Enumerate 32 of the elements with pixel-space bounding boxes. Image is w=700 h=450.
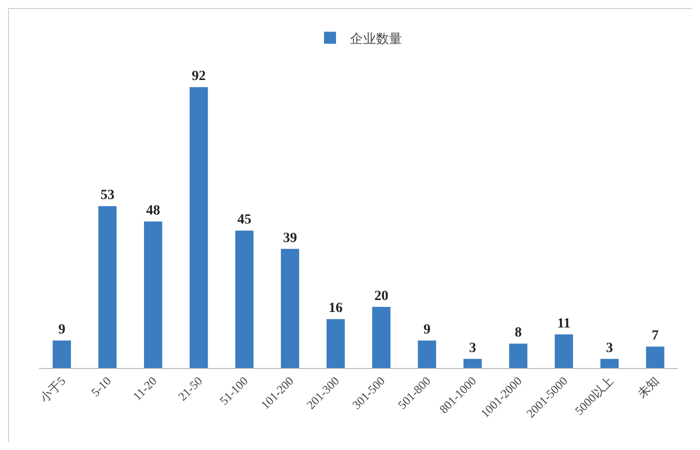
bar	[280, 248, 300, 368]
data-label: 3	[469, 340, 476, 356]
data-label: 53	[100, 188, 114, 204]
bar	[235, 230, 254, 368]
bar	[600, 358, 619, 368]
data-label: 48	[146, 203, 160, 218]
bar	[509, 344, 528, 368]
data-label: 39	[283, 230, 298, 246]
bar	[98, 206, 117, 368]
data-label: 20	[374, 288, 388, 304]
bar	[463, 358, 482, 368]
bar	[646, 346, 664, 368]
data-label: 11	[557, 316, 571, 332]
data-label: 92	[192, 69, 206, 84]
data-label: 3	[606, 340, 614, 356]
bar	[326, 319, 345, 368]
bar	[554, 334, 574, 368]
data-label: 9	[58, 322, 66, 338]
x-tick-label: 小于5	[37, 374, 68, 405]
legend-label: 企业数量	[350, 32, 402, 47]
x-tick-label: 未知	[634, 374, 662, 401]
bar	[144, 221, 162, 368]
data-label: 45	[237, 212, 252, 228]
bar	[52, 340, 71, 368]
x-tick-label: 5-10	[88, 374, 114, 400]
bar	[190, 87, 208, 368]
data-label: 9	[423, 322, 430, 338]
data-label: 8	[514, 326, 522, 341]
bar	[418, 340, 436, 368]
bar	[372, 306, 390, 368]
data-label: 16	[328, 301, 343, 316]
data-label: 7	[652, 328, 659, 344]
